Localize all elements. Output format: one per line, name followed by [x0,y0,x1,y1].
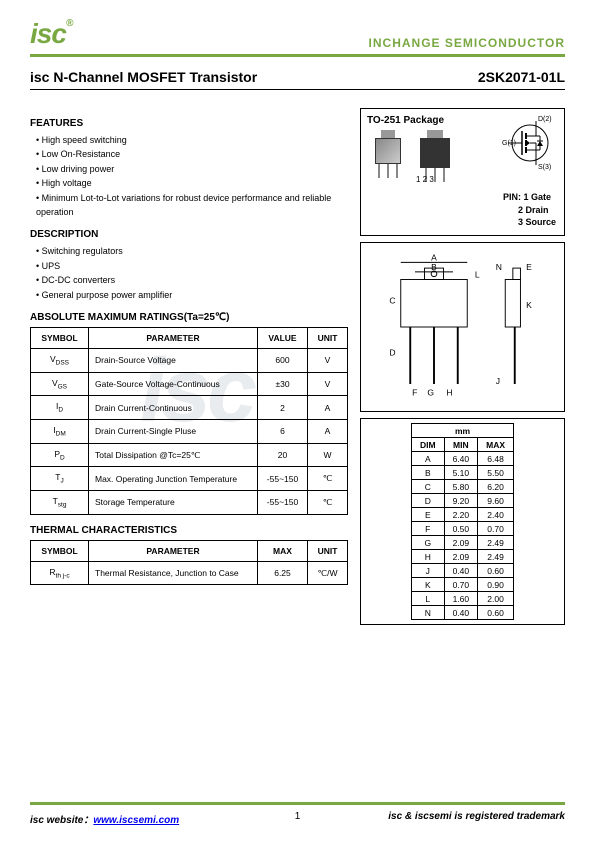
description-item: UPS [36,259,348,273]
svg-text:G(1): G(1) [502,140,516,147]
col-parameter: PARAMETER [89,327,258,348]
svg-text:L: L [475,270,480,280]
svg-text:D(2): D(2) [538,116,552,123]
description-item: Switching regulators [36,244,348,258]
thermal-table: SYMBOL PARAMETER MAX UNIT Rth j-cThermal… [30,540,348,586]
table-row: VDSSDrain-Source Voltage600V [31,348,348,372]
description-item: General purpose power amplifier [36,288,348,302]
features-heading: FEATURES [30,118,348,129]
col-unit: UNIT [308,327,348,348]
thermal-heading: THERMAL CHARACTERISTICS [30,525,348,536]
table-row: IDMDrain Current-Single Pluse6A [31,419,348,443]
table-row: B5.105.50 [411,466,513,480]
page-number: 1 [295,811,301,822]
col-max: MAX [478,438,514,452]
feature-item: High voltage [36,176,348,190]
absmax-heading: ABSOLUTE MAXIMUM RATINGS(Ta=25℃) [30,312,348,323]
table-row: VGSGate-Source Voltage-Continuous±30V [31,372,348,396]
table-row: J0.400.60 [411,564,513,578]
table-row: G2.092.49 [411,536,513,550]
table-row: E2.202.40 [411,508,513,522]
svg-text:F: F [412,387,417,397]
table-row: PDTotal Dissipation @Tc=25℃20W [31,443,348,467]
col-unit: UNIT [308,540,348,561]
table-row: D9.209.60 [411,494,513,508]
feature-item: Low driving power [36,162,348,176]
table-row: H2.092.49 [411,550,513,564]
svg-text:C: C [389,295,395,305]
col-symbol: SYMBOL [31,327,89,348]
description-item: DC-DC converters [36,273,348,287]
table-row: Rth j-cThermal Resistance, Junction to C… [31,561,348,585]
svg-text:G: G [427,387,434,397]
svg-text:S(3): S(3) [538,164,551,171]
svg-text:E: E [526,262,532,272]
svg-text:H: H [446,387,452,397]
footer-trademark: isc & iscsemi is registered trademark [388,811,565,826]
dimension-drawing-box: A B C D L F G H N E K J [360,242,565,412]
svg-text:D: D [389,348,395,358]
description-heading: DESCRIPTION [30,229,348,240]
table-row: L1.602.00 [411,592,513,606]
pin-numbers: 1 2 3 [416,175,434,184]
dimension-table-box: mm DIM MIN MAX A6.406.48 B5.105.50 C5.80… [360,418,565,625]
svg-text:N: N [496,262,502,272]
svg-text:K: K [526,300,532,310]
col-parameter: PARAMETER [89,540,258,561]
title-row: isc N-Channel MOSFET Transistor 2SK2071-… [30,57,565,90]
col-value: VALUE [258,327,308,348]
pin-list: PIN: 1 Gate 2 Drain 3 Source [503,191,556,229]
product-title: isc N-Channel MOSFET Transistor [30,69,257,85]
website-link[interactable]: www.iscsemi.com [93,815,179,826]
header: isc® INCHANGE SEMICONDUCTOR [30,18,565,57]
table-row: C5.806.20 [411,480,513,494]
company-name: INCHANGE SEMICONDUCTOR [369,36,565,50]
part-number: 2SK2071-01L [478,69,565,85]
table-row: K0.700.90 [411,578,513,592]
package-image-iso [367,130,409,182]
svg-text:B: B [431,262,437,272]
table-row: A6.406.48 [411,452,513,466]
col-dim: DIM [411,438,444,452]
svg-text:A: A [431,253,437,263]
footer: isc website：www.iscsemi.com 1 isc & iscs… [30,802,565,826]
table-row: F0.500.70 [411,522,513,536]
mosfet-symbol-icon: G(1) D(2) S(3) [500,113,560,173]
table-row: IDDrain Current-Continuous2A [31,396,348,420]
footer-website: isc website：www.iscsemi.com [30,811,179,826]
feature-item: Minimum Lot-to-Lot variations for robust… [36,191,348,220]
col-min: MIN [444,438,478,452]
dim-unit: mm [411,424,513,438]
package-image-front: 1 2 3 [414,130,456,182]
svg-text:J: J [496,376,500,386]
feature-item: High speed switching [36,133,348,147]
logo: isc® [30,18,72,50]
feature-item: Low On-Resistance [36,147,348,161]
dimension-drawing-icon: A B C D L F G H N E K J [369,251,556,403]
col-symbol: SYMBOL [31,540,89,561]
package-box: TO-251 Package 1 2 3 [360,108,565,236]
table-row: TJMax. Operating Junction Temperature-55… [31,467,348,491]
absmax-table: SYMBOL PARAMETER VALUE UNIT VDSSDrain-So… [30,327,348,515]
col-max: MAX [258,540,308,561]
table-row: N0.400.60 [411,606,513,620]
dimension-table: mm DIM MIN MAX A6.406.48 B5.105.50 C5.80… [411,423,514,620]
table-row: TstgStorage Temperature-55~150℃ [31,491,348,515]
